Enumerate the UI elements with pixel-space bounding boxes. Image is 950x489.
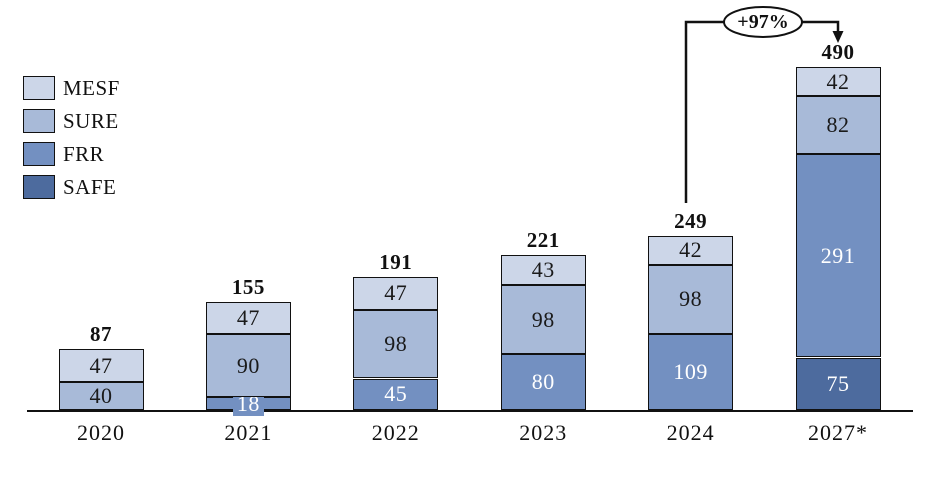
- legend: MESF SURE FRR SAFE: [23, 76, 120, 208]
- bar-segment-sure-2021: [205, 334, 291, 398]
- bar-segment-sure-2020: [58, 382, 144, 410]
- bar-segment-mesf-2022: [353, 277, 439, 310]
- bar-segment-safe-2027*: [795, 357, 881, 410]
- legend-item-frr: FRR: [23, 142, 120, 166]
- bar-segment-mesf-2023: [500, 255, 586, 286]
- x-axis-label-2020: 2020: [77, 420, 125, 445]
- x-axis-label-2021: 2021: [224, 420, 273, 445]
- bar-total-2023: 221: [526, 228, 560, 253]
- bar-segment-mesf-2020: [58, 349, 144, 382]
- x-axis-line: [27, 409, 913, 412]
- bar-segment-sure-2024: [648, 265, 734, 334]
- bar-segment-frr-2022: [353, 378, 439, 410]
- x-axis-label-2024: 2024: [666, 420, 715, 445]
- legend-label-frr: FRR: [63, 142, 105, 166]
- bar-segment-sure-2027*: [795, 96, 881, 154]
- bar-total-2021: 155: [231, 274, 265, 299]
- bar-segment-frr-2021: [205, 397, 291, 410]
- bar-segment-frr-2027*: [795, 153, 881, 358]
- legend-label-safe: SAFE: [63, 175, 117, 199]
- bar-segment-frr-2024: [648, 333, 734, 410]
- x-axis-label-2023: 2023: [519, 420, 568, 445]
- bar-segment-mesf-2024: [648, 235, 734, 266]
- bar-segment-mesf-2027*: [795, 67, 881, 97]
- x-axis-label-2022: 2022: [371, 420, 420, 445]
- legend-swatch-mesf: [23, 76, 55, 100]
- legend-swatch-frr: [23, 142, 55, 166]
- bar-segment-sure-2022: [353, 309, 439, 379]
- legend-item-safe: SAFE: [23, 175, 120, 199]
- legend-label-mesf: MESF: [63, 76, 120, 100]
- legend-label-sure: SURE: [63, 109, 119, 133]
- x-axis-label-2027*: 2027*: [808, 420, 868, 445]
- legend-item-mesf: MESF: [23, 76, 120, 100]
- bar-segment-frr-2023: [500, 354, 586, 410]
- legend-item-sure: SURE: [23, 109, 120, 133]
- bar-total-2020: 87: [90, 322, 112, 347]
- bar-total-2024: 249: [674, 208, 708, 233]
- bar-segment-sure-2023: [500, 285, 586, 354]
- legend-swatch-safe: [23, 175, 55, 199]
- legend-swatch-sure: [23, 109, 55, 133]
- bar-segment-mesf-2021: [205, 301, 291, 335]
- bar-total-2022: 191: [379, 250, 413, 274]
- growth-annotation-label: +97%: [737, 11, 789, 33]
- bar-total-2027*: 490: [821, 40, 855, 64]
